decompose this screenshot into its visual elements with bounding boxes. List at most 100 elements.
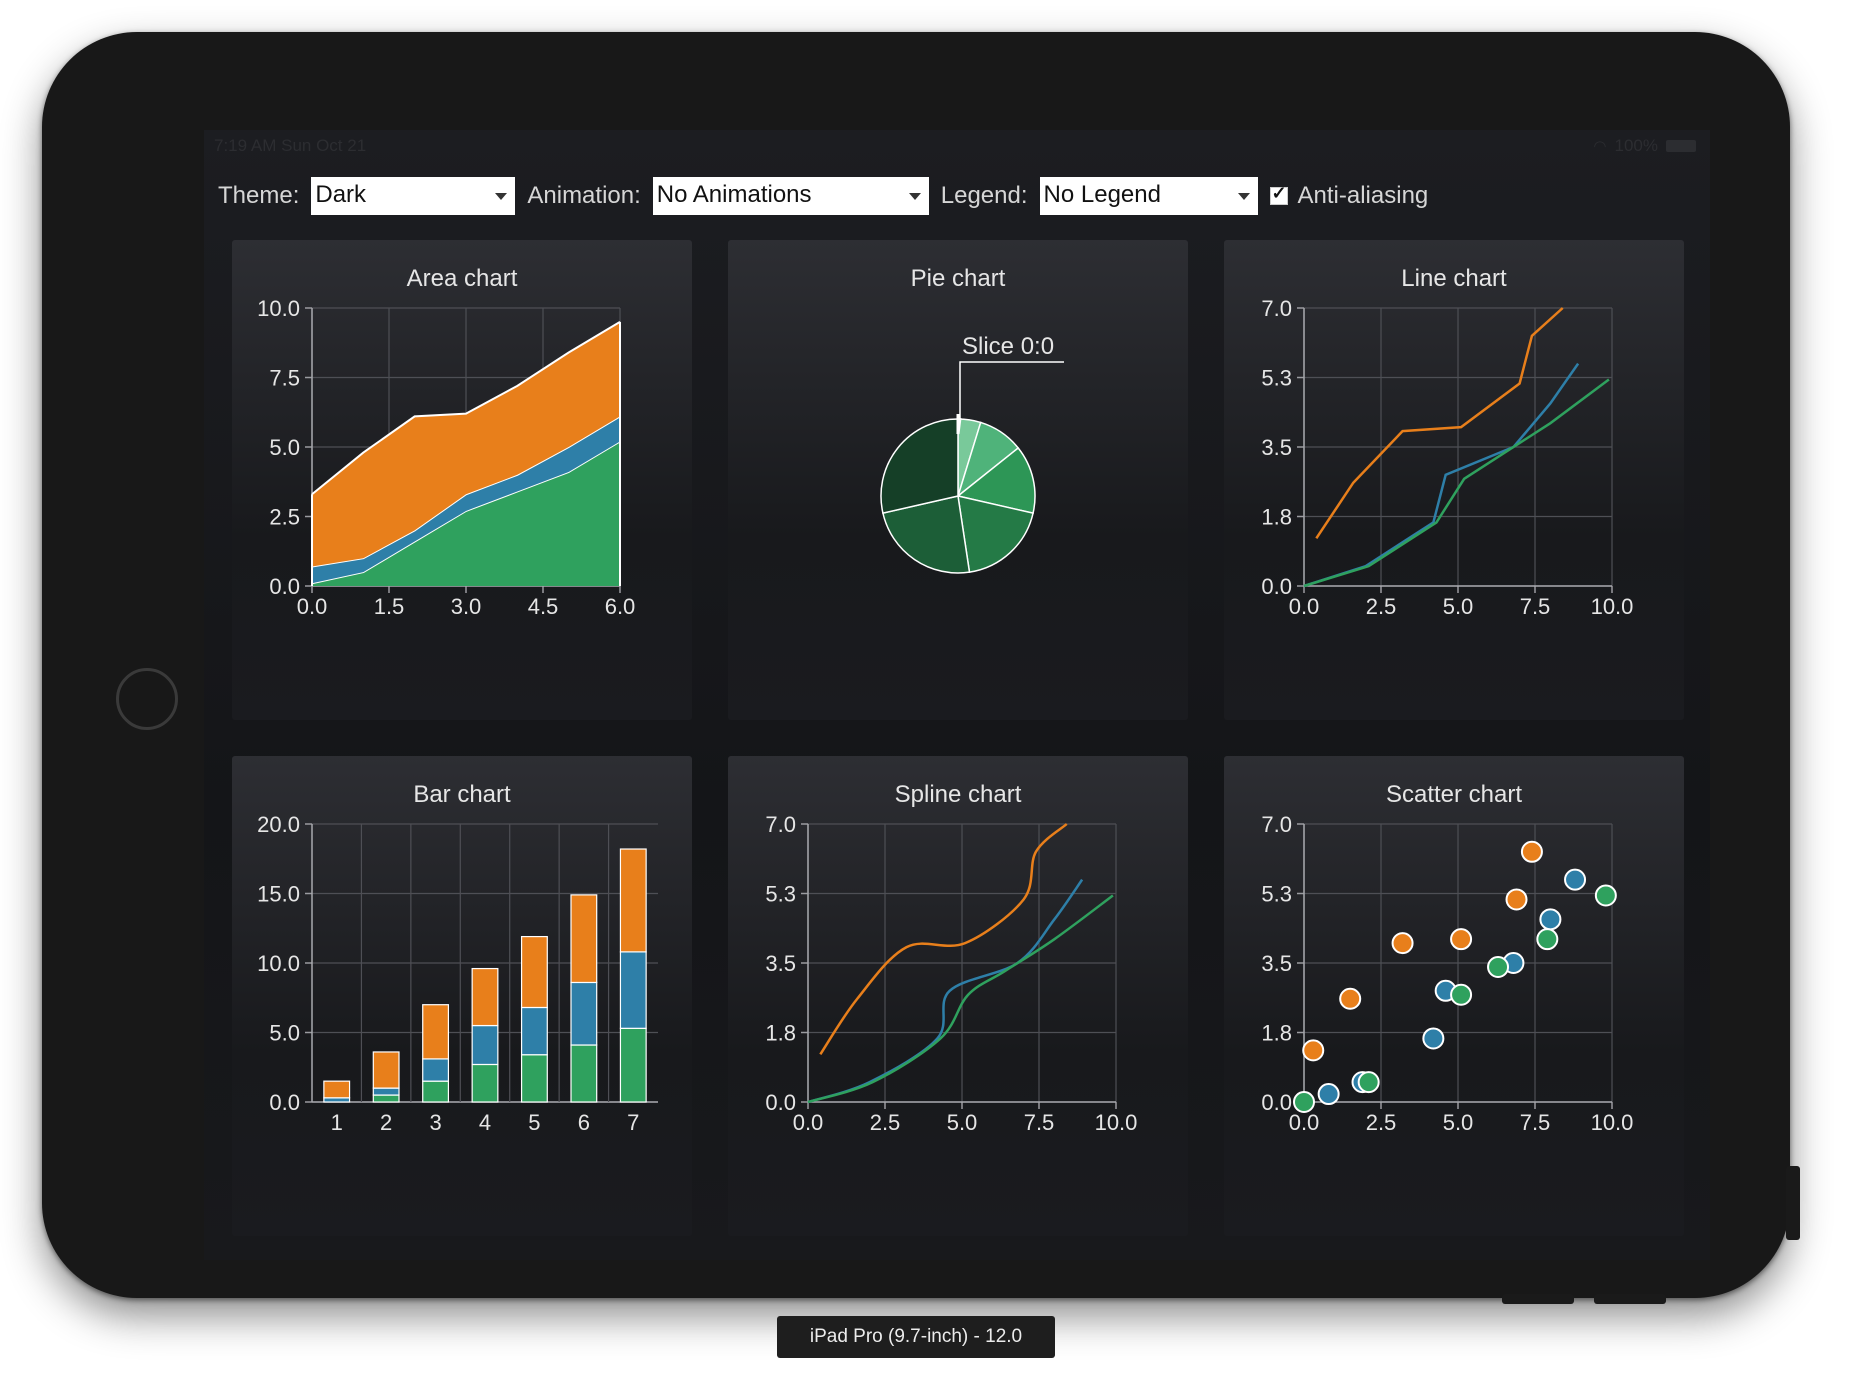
status-time-date: 7:19 AM Sun Oct 21 bbox=[214, 136, 366, 156]
scatter-point bbox=[1564, 868, 1587, 891]
pie-label-connector bbox=[959, 361, 1064, 422]
x-tick-label: 7.5 bbox=[1024, 1110, 1055, 1135]
theme-label: Theme: bbox=[218, 182, 300, 209]
chevron-down-icon bbox=[495, 193, 508, 200]
area-chart: Area chart 0.0 2.5 5.0 7.5 10.0 0.0 1.5 3.0 4.5 6.… bbox=[257, 265, 635, 619]
x-tick-label: 4.5 bbox=[528, 594, 559, 619]
y-tick-label: 0.0 bbox=[1261, 1090, 1292, 1115]
simulator-device-label: iPad Pro (9.7-inch) - 12.0 bbox=[777, 1316, 1055, 1358]
x-tick-label: 6 bbox=[578, 1110, 590, 1135]
scatter-point bbox=[1539, 908, 1562, 931]
legend-dropdown[interactable]: No Legend bbox=[1039, 177, 1258, 215]
x-tick-label: 0.0 bbox=[1289, 594, 1320, 619]
wifi-icon: ◠ bbox=[1593, 138, 1607, 155]
animation-value: No Animations bbox=[656, 181, 812, 208]
scatter-point bbox=[1505, 888, 1528, 911]
x-tick-label: 10.0 bbox=[1591, 594, 1634, 619]
y-tick-label: 3.5 bbox=[765, 951, 796, 976]
bar-segment-2 bbox=[619, 848, 647, 953]
status-time: 7:19 AM bbox=[214, 136, 277, 155]
scatter-point bbox=[1357, 1071, 1380, 1094]
y-tick-label: 1.8 bbox=[1261, 1021, 1292, 1046]
x-tick-label: 10.0 bbox=[1095, 1110, 1138, 1135]
bar-segment-2 bbox=[323, 1080, 351, 1099]
pie-chart: Pie chart Slice 0:0 bbox=[880, 265, 1064, 574]
y-tick-label: 15.0 bbox=[257, 882, 300, 907]
bar-segment-2 bbox=[372, 1051, 400, 1089]
y-tick-label: 0.0 bbox=[269, 1090, 300, 1115]
ipad-frame: 7:19 AM Sun Oct 21 ◠ 100% Theme: Dark An… bbox=[42, 32, 1790, 1298]
volume-up-button bbox=[1502, 1294, 1574, 1304]
bar-segment-0 bbox=[372, 1094, 400, 1103]
chevron-down-icon bbox=[1237, 193, 1250, 200]
line-chart: Line chart 0.0 1.8 3.5 5.3 7.0 0.0 2.5 5.0 7.5 10.… bbox=[1261, 265, 1634, 619]
pie-slice-4 bbox=[882, 495, 971, 574]
antialiasing-label: Anti-aliasing bbox=[1297, 182, 1429, 209]
scatter-point bbox=[1487, 955, 1510, 978]
bar-segment-2 bbox=[471, 967, 499, 1027]
x-tick-label: 2.5 bbox=[870, 1110, 901, 1135]
y-tick-label: 7.0 bbox=[1261, 296, 1292, 321]
area-series-0 bbox=[312, 441, 620, 586]
bar-segment-2 bbox=[570, 894, 598, 984]
chart-title: Line chart bbox=[1401, 265, 1507, 292]
y-tick-label: 5.3 bbox=[1261, 366, 1292, 391]
pie-slice-5 bbox=[880, 418, 959, 515]
x-tick-label: 5.0 bbox=[947, 1110, 978, 1135]
scatter-chart: Scatter chart 0.0 1.8 3.5 5.3 7.0 0.0 2.5 5.0 7.5… bbox=[1261, 781, 1634, 1135]
scatter-point bbox=[1339, 987, 1362, 1010]
scatter-point bbox=[1594, 884, 1617, 907]
bar-segment-1 bbox=[323, 1097, 351, 1103]
x-tick-label: 1.5 bbox=[374, 594, 405, 619]
antialiasing-checkbox[interactable]: ✓ bbox=[1269, 183, 1288, 205]
home-button[interactable] bbox=[116, 668, 178, 730]
app-screen: 7:19 AM Sun Oct 21 ◠ 100% Theme: Dark An… bbox=[204, 130, 1710, 1260]
x-tick-label: 5.0 bbox=[1443, 1110, 1474, 1135]
spline-chart-panel: Spline chart 0.0 1.8 3.5 5.3 7.0 0.0 2.5 5.0 7.5 1… bbox=[728, 756, 1188, 1236]
area-series-2 bbox=[312, 321, 620, 567]
scatter-point bbox=[1302, 1039, 1325, 1062]
area-chart-panel: Area chart 0.0 2.5 5.0 7.5 10.0 0.0 1.5 3.0 4.5 6.… bbox=[232, 240, 692, 720]
toolbar: Theme: Dark Animation: No Animations Leg… bbox=[218, 176, 1428, 216]
x-tick-label: 10.0 bbox=[1591, 1110, 1634, 1135]
bar-segment-0 bbox=[570, 1044, 598, 1103]
side-button bbox=[1786, 1166, 1800, 1240]
pie-slice-3 bbox=[957, 495, 1034, 573]
x-tick-label: 2.5 bbox=[1366, 594, 1397, 619]
bar-segment-2 bbox=[520, 935, 548, 1009]
y-tick-label: 7.0 bbox=[765, 812, 796, 837]
x-tick-label: 5.0 bbox=[1443, 594, 1474, 619]
bar-segment-1 bbox=[422, 1058, 450, 1082]
y-tick-label: 1.8 bbox=[1261, 505, 1292, 530]
legend-label: Legend: bbox=[940, 182, 1028, 209]
status-date: Sun Oct 21 bbox=[281, 136, 367, 155]
chart-title: Bar chart bbox=[413, 781, 511, 808]
x-tick-label: 4 bbox=[479, 1110, 491, 1135]
y-tick-label: 5.0 bbox=[269, 435, 300, 460]
line-series-2 bbox=[1303, 378, 1610, 588]
animation-dropdown[interactable]: No Animations bbox=[652, 177, 929, 215]
line-series-2 bbox=[807, 894, 1114, 1104]
y-tick-label: 1.8 bbox=[765, 1021, 796, 1046]
bar-chart: Bar chart 0.0 5.0 10.0 15.0 20.0 1 2 3 4 5 6 7 bbox=[257, 781, 658, 1135]
status-bar: 7:19 AM Sun Oct 21 ◠ 100% bbox=[204, 136, 1710, 160]
x-tick-label: 5 bbox=[528, 1110, 540, 1135]
y-tick-label: 5.3 bbox=[1261, 882, 1292, 907]
theme-value: Dark bbox=[315, 181, 367, 208]
x-tick-label: 1 bbox=[331, 1110, 343, 1135]
line-series-0 bbox=[819, 823, 1068, 1056]
y-tick-label: 5.0 bbox=[269, 1021, 300, 1046]
bar-segment-1 bbox=[471, 1024, 499, 1066]
checkmark-icon: ✓ bbox=[1271, 183, 1287, 203]
line-chart-panel: Line chart 0.0 1.8 3.5 5.3 7.0 0.0 2.5 5.0 7.5 10.… bbox=[1224, 240, 1684, 720]
scatter-point bbox=[1422, 1027, 1445, 1050]
y-tick-label: 3.5 bbox=[1261, 435, 1292, 460]
x-tick-label: 3 bbox=[429, 1110, 441, 1135]
x-tick-label: 7.5 bbox=[1520, 594, 1551, 619]
theme-dropdown[interactable]: Dark bbox=[311, 177, 516, 215]
x-tick-label: 0.0 bbox=[297, 594, 328, 619]
bar-chart-panel: Bar chart 0.0 5.0 10.0 15.0 20.0 1 2 3 4 5 6 7 bbox=[232, 756, 692, 1236]
y-tick-label: 3.5 bbox=[1261, 951, 1292, 976]
spline-chart: Spline chart 0.0 1.8 3.5 5.3 7.0 0.0 2.5 5.0 7.5 1… bbox=[765, 781, 1138, 1135]
line-series-0 bbox=[1315, 307, 1564, 540]
